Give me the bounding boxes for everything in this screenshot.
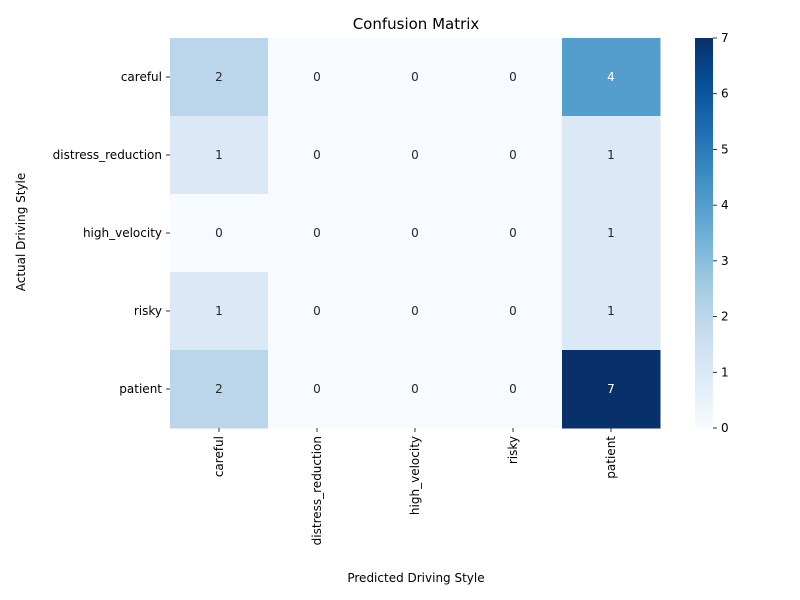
- x-tick-label: patient: [604, 436, 618, 479]
- chart-title: Confusion Matrix: [353, 15, 480, 33]
- heatmap-cell: [562, 38, 661, 117]
- cell-value-label: 1: [215, 148, 223, 162]
- x-tick-label: risky: [506, 436, 520, 464]
- y-axis-label: Actual Driving Style: [14, 173, 28, 292]
- heatmap-cell: [170, 350, 269, 429]
- heatmap-cell: [464, 350, 563, 429]
- cell-value-label: 0: [509, 226, 517, 240]
- colorbar-tick-label: 1: [721, 365, 729, 379]
- heatmap-cells: 2 0 0 0 4 1 0 0 0 1 0 0 0 0 1 1 0 0 0 1 2 0 0 0 7: [170, 38, 661, 429]
- cell-value-label: 4: [607, 70, 615, 84]
- heatmap-cell: [366, 350, 465, 429]
- cell-value-label: 0: [411, 382, 419, 396]
- colorbar-tick-label: 7: [721, 31, 729, 45]
- y-tick-label: patient: [119, 382, 162, 396]
- y-tick-labels: careful distress_reduction high_velocityri…: [53, 70, 170, 396]
- heatmap-cell: [464, 272, 563, 351]
- y-tick-label: high_velocity: [83, 226, 162, 240]
- cell-value-label: 0: [313, 382, 321, 396]
- heatmap-cell: [464, 194, 563, 273]
- heatmap-cell: [170, 116, 269, 195]
- cell-value-label: 0: [411, 304, 419, 318]
- cell-value-label: 1: [607, 304, 615, 318]
- colorbar-tick-label: 0: [721, 421, 729, 435]
- colorbar-tick-label: 6: [721, 87, 729, 101]
- cell-value-label: 2: [215, 382, 223, 396]
- colorbar: 0 1 2 3 4 5 6 7: [695, 31, 729, 435]
- heatmap-cell: [562, 116, 661, 195]
- heatmap-cell: [268, 350, 367, 429]
- heatmap-cell: [562, 272, 661, 351]
- heatmap-cell: [170, 272, 269, 351]
- y-tick-label: distress_reduction: [53, 148, 162, 162]
- heatmap-cell: [268, 272, 367, 351]
- heatmap-cell: [170, 38, 269, 117]
- cell-value-label: 0: [313, 226, 321, 240]
- cell-value-label: 0: [411, 148, 419, 162]
- x-tick-labels: careful distress_reduction high_velocity ri…: [212, 428, 618, 545]
- heatmap-cell: [268, 194, 367, 273]
- heatmap-cell: [366, 272, 465, 351]
- heatmap-cell: [170, 194, 269, 273]
- colorbar-tick-label: 4: [721, 198, 729, 212]
- y-tick-label: careful: [121, 70, 162, 84]
- heatmap-cell: [366, 116, 465, 195]
- cell-value-label: 2: [215, 70, 223, 84]
- cell-value-label: 0: [411, 70, 419, 84]
- cell-value-label: 0: [509, 70, 517, 84]
- heatmap-cell: [268, 38, 367, 117]
- heatmap-cell: [366, 194, 465, 273]
- x-tick-label: high_velocity: [408, 436, 422, 515]
- cell-value-label: 1: [607, 148, 615, 162]
- heatmap-cell: [562, 194, 661, 273]
- cell-value-label: 1: [215, 304, 223, 318]
- x-tick-label: distress_reduction: [310, 436, 324, 545]
- cell-value-label: 0: [509, 148, 517, 162]
- heatmap-cell: [366, 38, 465, 117]
- heatmap-cell: [268, 116, 367, 195]
- colorbar-tick-label: 3: [721, 254, 729, 268]
- colorbar-tick-label: 5: [721, 142, 729, 156]
- y-tick-label: risky: [134, 304, 162, 318]
- cell-value-label: 0: [509, 382, 517, 396]
- cell-value-label: 0: [313, 70, 321, 84]
- cell-value-label: 7: [607, 382, 615, 396]
- cell-value-label: 0: [313, 148, 321, 162]
- cell-value-label: 0: [215, 226, 223, 240]
- colorbar-tick-label: 2: [721, 310, 729, 324]
- cell-value-label: 1: [607, 226, 615, 240]
- cell-value-label: 0: [411, 226, 419, 240]
- heatmap-cell: [562, 350, 661, 429]
- x-tick-label: careful: [212, 436, 226, 477]
- cell-value-label: 0: [509, 304, 517, 318]
- cell-value-label: 0: [313, 304, 321, 318]
- colorbar-gradient: [695, 38, 713, 428]
- heatmap-cell: [464, 38, 563, 117]
- heatmap-cell: [464, 116, 563, 195]
- x-axis-label: Predicted Driving Style: [347, 571, 484, 585]
